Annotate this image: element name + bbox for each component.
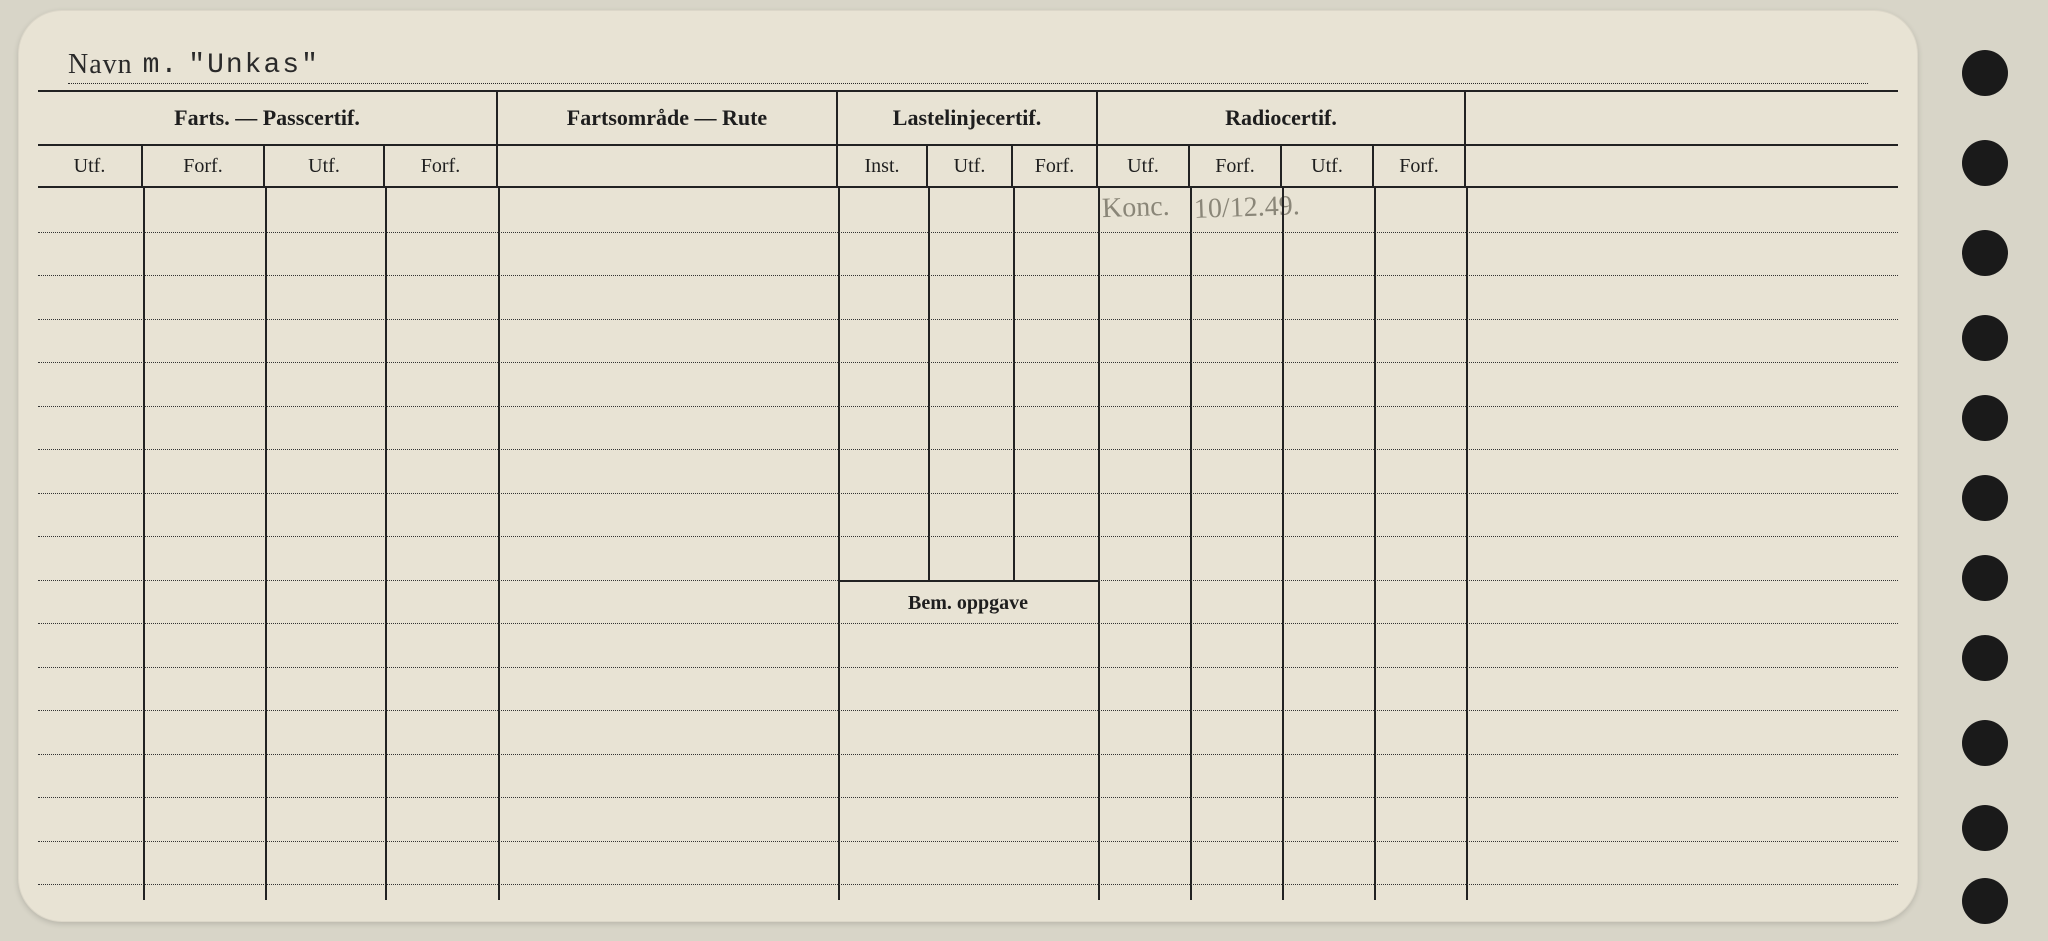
col-radio-utf2: Utf. (1282, 146, 1374, 186)
record-card: Navn m. "Unkas" Farts. — Passcertif. Fart… (18, 10, 1918, 922)
col-line (928, 188, 930, 580)
table-body: Konc. 10/12.49. Bem. oppgave (38, 188, 1898, 900)
binder-holes (1930, 0, 2030, 941)
bem-oppgave-label: Bem. oppgave (838, 580, 1098, 624)
binder-hole (1962, 878, 2008, 924)
col-pass-utf2: Utf. (265, 146, 385, 186)
section-route: Fartsområde — Rute (498, 92, 838, 144)
title-label: Navn (68, 49, 133, 83)
binder-hole (1962, 555, 2008, 601)
col-laste-inst: Inst. (838, 146, 928, 186)
binder-hole (1962, 315, 2008, 361)
col-line (143, 188, 145, 900)
row-line (38, 449, 1898, 450)
row-line (38, 536, 1898, 537)
col-line (1466, 188, 1468, 900)
col-pass-forf1: Forf. (143, 146, 265, 186)
col-tail (1466, 146, 1898, 186)
row-line (38, 362, 1898, 363)
section-tail (1466, 92, 1898, 144)
row-line (38, 275, 1898, 276)
row-line (38, 493, 1898, 494)
binder-hole (1962, 635, 2008, 681)
binder-hole (1962, 805, 2008, 851)
col-route (498, 146, 838, 186)
title-value: "Unkas" (188, 50, 320, 83)
section-header-row: Farts. — Passcertif. Fartsområde — Rute … (38, 92, 1898, 144)
col-radio-forf2: Forf. (1374, 146, 1466, 186)
col-line (838, 188, 840, 900)
row-line (38, 667, 1898, 668)
section-pass: Farts. — Passcertif. (38, 92, 498, 144)
col-line (1374, 188, 1376, 900)
col-line (498, 188, 500, 900)
col-laste-forf: Forf. (1013, 146, 1098, 186)
binder-hole (1962, 140, 2008, 186)
row-line (38, 406, 1898, 407)
section-radio: Radiocertif. (1098, 92, 1466, 144)
col-line (385, 188, 387, 900)
binder-hole (1962, 230, 2008, 276)
binder-hole (1962, 475, 2008, 521)
section-laste: Lastelinjecertif. (838, 92, 1098, 144)
title-suffix: m. (143, 50, 179, 83)
title-row: Navn m. "Unkas" (68, 40, 1868, 84)
handwritten-konc: Konc. (1101, 191, 1170, 225)
subheader-row: Utf. Forf. Utf. Forf. Inst. Utf. Forf. U… (38, 144, 1898, 188)
col-line (1282, 188, 1284, 900)
col-line (1190, 188, 1192, 900)
col-line (1098, 188, 1100, 900)
col-radio-forf1: Forf. (1190, 146, 1282, 186)
row-line (38, 884, 1898, 885)
binder-hole (1962, 395, 2008, 441)
row-line (38, 232, 1898, 233)
col-line (1013, 188, 1015, 580)
row-line (38, 841, 1898, 842)
row-line (38, 319, 1898, 320)
row-line (38, 710, 1898, 711)
row-line (38, 754, 1898, 755)
col-line (265, 188, 267, 900)
binder-hole (1962, 720, 2008, 766)
table-frame: Farts. — Passcertif. Fartsområde — Rute … (38, 90, 1898, 900)
binder-hole (1962, 50, 2008, 96)
col-radio-utf1: Utf. (1098, 146, 1190, 186)
row-line (38, 797, 1898, 798)
col-pass-forf2: Forf. (385, 146, 498, 186)
col-laste-utf: Utf. (928, 146, 1013, 186)
handwritten-date: 10/12.49. (1193, 190, 1300, 226)
col-pass-utf1: Utf. (38, 146, 143, 186)
